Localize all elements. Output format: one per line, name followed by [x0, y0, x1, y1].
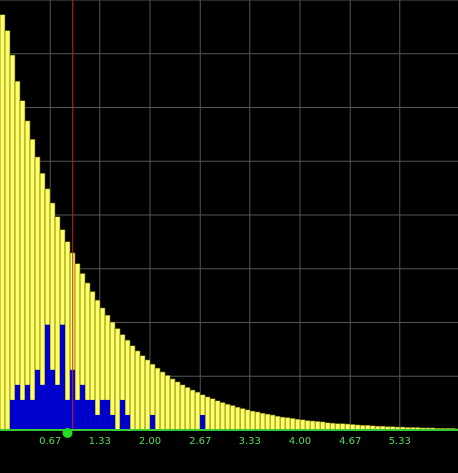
- reference-bar: [214, 400, 221, 431]
- reference-bar: [139, 355, 146, 431]
- observed-bar: [90, 399, 96, 430]
- reference-bar: [284, 417, 291, 431]
- x-tick-labels: 0.67 1.33 2.00 2.67 3.33 4.00 4.67 5.33: [39, 436, 411, 447]
- x-tick-label: 4.00: [289, 436, 311, 447]
- observed-bar: [20, 399, 26, 430]
- reference-bar: [239, 408, 246, 431]
- reference-bar: [129, 345, 136, 431]
- reference-bar: [224, 403, 231, 431]
- observed-bar: [60, 324, 66, 430]
- reference-bar: [264, 413, 271, 431]
- reference-bar: [94, 299, 101, 431]
- observed-bar: [50, 369, 56, 430]
- reference-bar: [244, 409, 251, 431]
- reference-bar: [184, 387, 191, 431]
- reference-bar: [319, 421, 326, 431]
- reference-bar: [14, 80, 21, 431]
- reference-bar: [269, 414, 276, 431]
- observed-bar: [200, 414, 206, 430]
- reference-bar: [219, 402, 226, 431]
- reference-bar: [159, 371, 166, 431]
- x-tick-label: 4.67: [339, 436, 361, 447]
- observed-bar: [40, 384, 46, 430]
- reference-bar: [234, 406, 241, 431]
- observed-bar: [65, 399, 71, 430]
- reference-bar: [304, 420, 311, 431]
- observed-bar: [25, 384, 31, 430]
- reference-bar: [294, 418, 301, 431]
- reference-bar: [0, 14, 6, 431]
- value-marker[interactable]: [62, 428, 73, 438]
- observed-bar: [15, 384, 21, 430]
- reference-bar: [109, 321, 116, 431]
- reference-bar: [314, 421, 321, 431]
- observed-bar: [95, 414, 101, 430]
- reference-bar: [209, 398, 216, 431]
- observed-bar: [110, 414, 116, 430]
- observed-bar: [35, 369, 41, 430]
- reference-bar: [144, 359, 151, 431]
- reference-bar: [179, 384, 186, 431]
- reference-bar: [164, 375, 171, 431]
- reference-bar: [114, 328, 121, 431]
- reference-bar: [279, 416, 286, 431]
- reference-bar: [134, 350, 141, 431]
- observed-bars: [10, 324, 206, 430]
- observed-bar: [85, 399, 91, 430]
- observed-bar: [80, 384, 86, 430]
- reference-bar: [189, 389, 196, 431]
- observed-bar: [10, 399, 16, 430]
- x-tick-label: 3.33: [239, 436, 261, 447]
- observed-bar: [105, 399, 111, 430]
- reference-bar: [194, 391, 201, 431]
- reference-bar: [29, 139, 36, 431]
- reference-bar: [329, 422, 336, 431]
- x-tick-label: 2.67: [189, 436, 211, 447]
- observed-bar: [120, 399, 126, 430]
- reference-bar: [254, 411, 261, 431]
- observed-bar: [30, 399, 36, 430]
- observed-bar: [75, 399, 81, 430]
- reference-bar: [249, 410, 256, 431]
- reference-bar: [309, 420, 316, 431]
- reference-bar: [299, 419, 306, 431]
- reference-bar: [229, 405, 236, 431]
- observed-bar: [45, 324, 51, 430]
- reference-bar: [154, 367, 161, 431]
- reference-bar: [4, 30, 11, 431]
- x-tick-label: 5.33: [389, 436, 411, 447]
- reference-bar: [324, 422, 331, 431]
- reference-bar: [19, 100, 26, 431]
- reference-bar: [24, 120, 31, 431]
- reference-bar: [9, 54, 16, 431]
- reference-bar: [289, 418, 296, 431]
- x-tick-label: 0.67: [39, 436, 61, 447]
- observed-bar: [55, 384, 61, 430]
- observed-bar: [125, 414, 131, 430]
- reference-bar: [259, 412, 266, 431]
- x-tick-label: 1.33: [89, 436, 111, 447]
- reference-bar: [204, 396, 211, 431]
- reference-bar: [274, 415, 281, 431]
- reference-bar: [174, 381, 181, 431]
- observed-bar: [150, 414, 156, 430]
- observed-bar: [100, 399, 106, 430]
- x-tick-label: 2.00: [139, 436, 161, 447]
- reference-bar: [169, 378, 176, 431]
